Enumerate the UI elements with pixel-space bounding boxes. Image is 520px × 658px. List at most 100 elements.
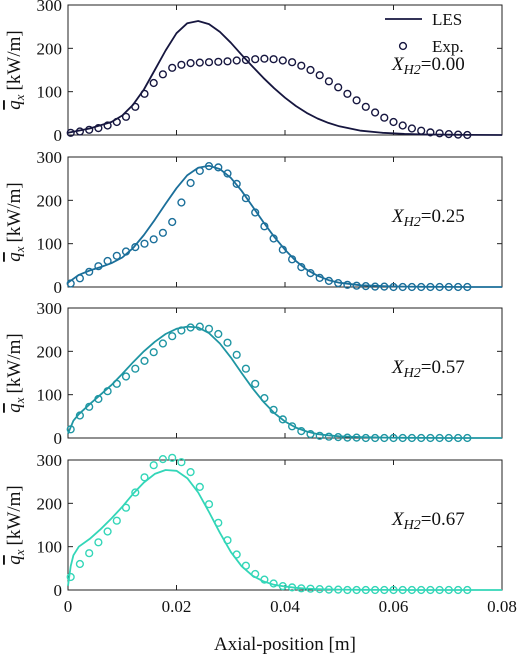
- exp-data-point: [361, 282, 370, 291]
- exp-data-point: [75, 127, 85, 136]
- panel-annotation-symbol: X: [391, 357, 405, 378]
- exp-data-point: [288, 422, 297, 431]
- exp-data-point: [66, 279, 75, 288]
- exp-data-point: [232, 550, 241, 559]
- exp-data-point: [389, 433, 398, 443]
- exp-data-point: [66, 128, 75, 137]
- exp-data-point: [343, 280, 352, 289]
- exp-data-point: [66, 572, 75, 582]
- exp-data-point: [214, 163, 223, 172]
- exp-data-point: [389, 585, 398, 595]
- legend-exp-swatch: [398, 41, 408, 51]
- panel-annotation-value: =0.57: [421, 357, 465, 378]
- exp-data-point: [186, 178, 195, 188]
- exp-data-point: [407, 282, 417, 292]
- exp-data-point: [232, 56, 241, 65]
- exp-data-point: [361, 102, 370, 111]
- exp-data-point: [269, 234, 278, 243]
- exp-data-point: [158, 455, 168, 464]
- exp-data-point: [315, 431, 324, 440]
- exp-data-point: [195, 322, 204, 331]
- y-tick-label: 0: [54, 429, 63, 448]
- exp-data-point: [334, 585, 343, 594]
- exp-data-point: [324, 77, 334, 86]
- exp-data-point: [140, 239, 149, 248]
- exp-data-point: [149, 235, 158, 244]
- exp-data-point: [398, 121, 407, 130]
- exp-data-point: [435, 433, 444, 443]
- legend-exp-label: Exp.: [432, 37, 464, 56]
- exp-data-point: [177, 326, 186, 335]
- exp-data-point: [186, 468, 195, 477]
- y-axis-label: qx [kW/m]: [4, 485, 27, 564]
- exp-data-point: [463, 585, 472, 595]
- exp-data-point: [435, 129, 444, 138]
- exp-data-point: [269, 405, 278, 414]
- exp-data-point: [103, 256, 112, 266]
- exp-data-point: [85, 267, 94, 276]
- exp-data-point: [214, 329, 223, 339]
- exp-data-point: [435, 585, 444, 595]
- legend-les-label: LES: [432, 10, 462, 29]
- exp-data-point: [75, 274, 85, 283]
- panel-annotation-value: =0.25: [421, 206, 465, 227]
- y-tick-label: 300: [37, 148, 63, 167]
- exp-data-point: [177, 198, 186, 207]
- panel-annotation-symbol: X: [391, 54, 405, 75]
- exp-data-point: [186, 58, 195, 68]
- y-axis-label-subscript: x: [12, 246, 27, 253]
- exp-data-point: [131, 364, 140, 373]
- exp-data-point: [380, 113, 389, 122]
- y-axis-label: qx [kW/m]: [4, 30, 27, 109]
- exp-data-point: [334, 83, 343, 92]
- exp-data-point: [361, 585, 370, 595]
- exp-data-point: [232, 350, 241, 359]
- exp-data-point: [121, 503, 131, 512]
- exp-data-point: [241, 561, 251, 570]
- exp-data-point: [334, 433, 343, 442]
- exp-data-point: [260, 54, 269, 63]
- exp-data-point: [177, 60, 186, 69]
- exp-data-point: [269, 55, 278, 64]
- exp-data-point: [343, 433, 352, 442]
- exp-data-point: [241, 194, 251, 203]
- exp-data-point: [352, 281, 361, 290]
- exp-data-point: [214, 57, 223, 66]
- exp-data-point: [463, 433, 472, 443]
- exp-data-point: [288, 583, 297, 592]
- exp-data-point: [371, 585, 380, 595]
- y-axis-label-symbol: q: [4, 100, 25, 110]
- chart-panel-4: 0 100 200 300 0 0.02 0.04 0.06 0.08 qx [kW/m] XH2=0…: [4, 451, 517, 616]
- y-axis-label-unit: [kW/m]: [4, 182, 25, 242]
- exp-data-point: [435, 282, 444, 292]
- panel-annotation-subscript: H2: [403, 215, 421, 230]
- exp-data-point: [158, 339, 168, 348]
- exp-data-point: [195, 482, 204, 492]
- x-tick-label: 0: [64, 597, 73, 616]
- exp-data-point: [131, 243, 140, 252]
- exp-data-point: [278, 581, 287, 591]
- exp-data-point: [121, 247, 131, 256]
- exp-data-point: [103, 121, 112, 130]
- exp-data-point: [407, 124, 417, 133]
- exp-data-point: [140, 473, 149, 482]
- exp-data-point: [444, 433, 453, 443]
- y-tick-label: 100: [37, 83, 63, 102]
- y-axis-label: qx [kW/m]: [4, 182, 27, 261]
- y-tick-label: 100: [37, 235, 63, 254]
- x-tick-label: 0.08: [487, 597, 517, 616]
- exp-data-point: [306, 430, 315, 439]
- exp-data-point: [278, 245, 287, 254]
- exp-data-point: [260, 575, 269, 584]
- panel-annotation-value: =0.00: [421, 54, 465, 75]
- y-tick-label: 300: [37, 0, 63, 15]
- exp-data-point: [251, 569, 260, 579]
- exp-data-point: [260, 394, 269, 403]
- exp-data-point: [306, 584, 315, 593]
- exp-data-point: [121, 372, 131, 381]
- y-axis-label: qx [kW/m]: [4, 333, 27, 412]
- y-tick-label: 300: [37, 299, 63, 318]
- exp-data-point: [204, 162, 214, 171]
- exp-data-point: [371, 433, 380, 443]
- exp-data-point: [241, 364, 251, 373]
